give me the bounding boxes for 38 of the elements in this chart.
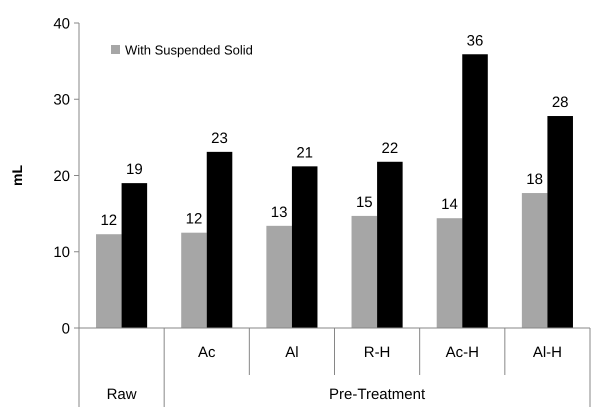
bar [292,166,318,328]
data-label: 12 [186,210,202,228]
data-label: 19 [126,161,143,178]
bar [181,232,207,328]
data-label: 23 [211,130,228,147]
y-axis-title: mL [9,164,25,186]
bar [462,54,488,328]
data-label: 18 [526,171,543,188]
y-tick-label: 30 [53,92,70,108]
bar [96,234,122,328]
y-tick-label: 0 [62,320,70,338]
x-tick-label: Ac [198,344,216,361]
data-label: 15 [356,194,373,211]
x-tick-label: Al-H [532,344,562,361]
data-label: 13 [270,204,288,221]
bar [122,183,148,328]
x-tick-label: Ac-H [446,344,479,361]
bar [436,218,462,328]
bar [352,216,378,328]
legend-label: With Suspended Solid [125,42,253,58]
bar [266,226,292,328]
data-label: 12 [100,212,118,230]
x-tick-label: Al [285,344,299,361]
x-tick-label: R-H [364,344,390,361]
y-tick-label: 40 [53,15,70,32]
text: Pre-Treatment [329,386,426,403]
bar [547,116,573,328]
data-label: 36 [466,32,484,50]
data-label: 22 [382,140,398,157]
y-tick-label: 20 [53,168,70,185]
bar [522,193,548,328]
bar [377,162,403,328]
data-label: 28 [552,94,569,112]
y-tick-label: 10 [53,244,70,261]
data-label: 14 [441,196,458,214]
bar [206,152,232,328]
text: Raw [106,386,137,403]
data-label: 21 [296,144,314,162]
